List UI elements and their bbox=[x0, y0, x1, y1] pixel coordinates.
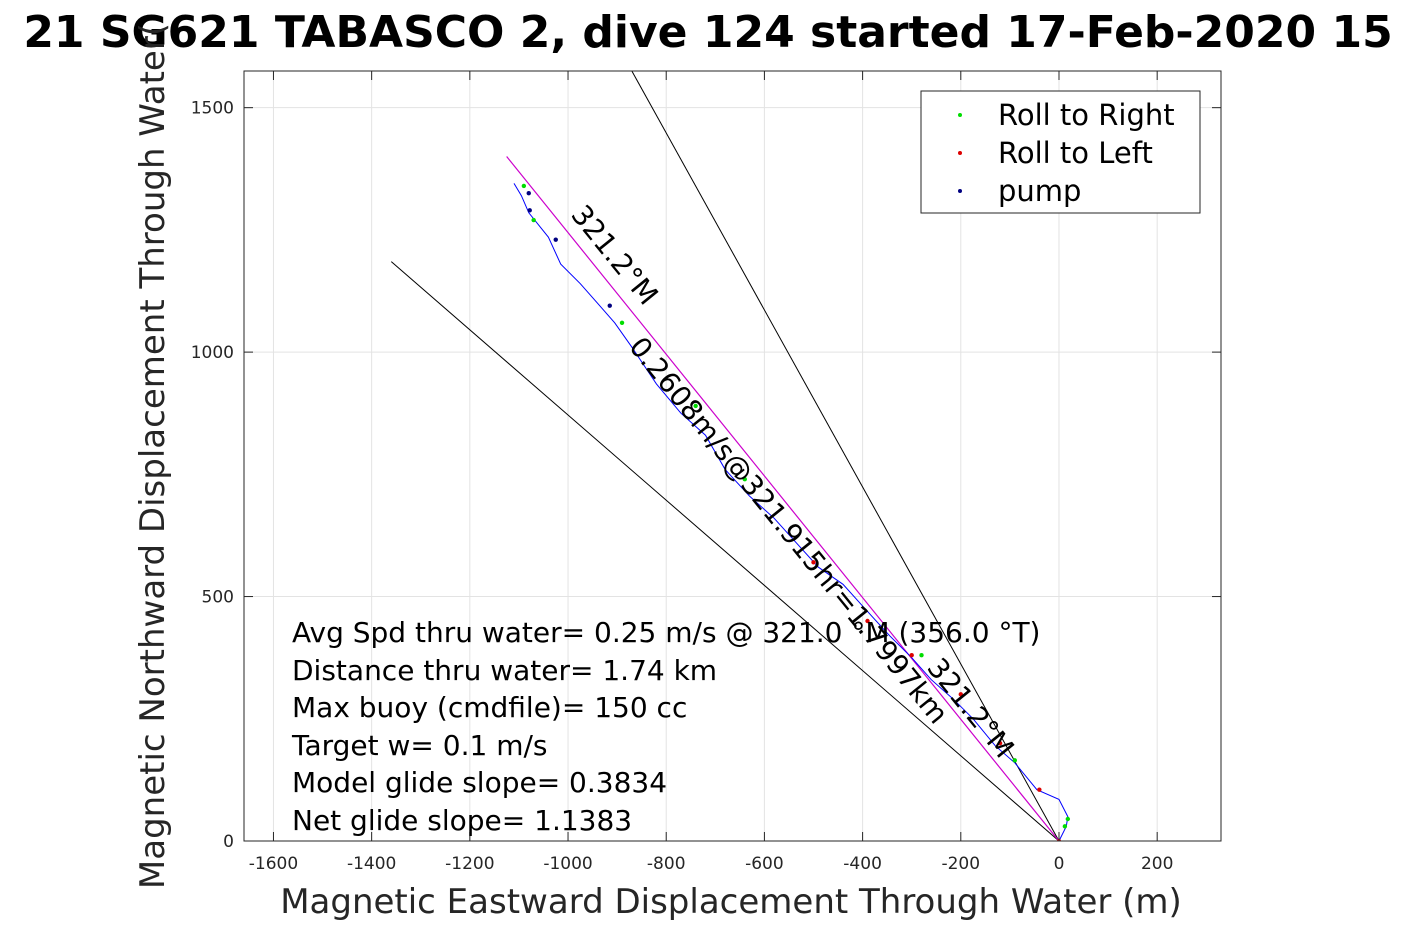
track-line bbox=[513, 183, 1069, 841]
x-tick-label: 0 bbox=[1054, 854, 1065, 874]
roll-left-point bbox=[958, 692, 963, 697]
x-tick-label: -1600 bbox=[249, 854, 298, 874]
legend-label-roll-right: Roll to Right bbox=[998, 98, 1175, 132]
roll-left-point bbox=[811, 560, 816, 565]
heading-line bbox=[506, 156, 1060, 841]
y-tick-label: 500 bbox=[202, 588, 234, 608]
legend: Roll to Right Roll to Left pump bbox=[920, 90, 1201, 214]
marker-group bbox=[521, 183, 1071, 841]
y-tick-label: 1500 bbox=[191, 99, 234, 119]
y-axis-ticks: 0 500 1000 1500 bbox=[191, 99, 1221, 852]
stat-model-glide: Model glide slope= 0.3834 bbox=[292, 766, 667, 799]
roll-right-point bbox=[1062, 824, 1068, 829]
track-group bbox=[513, 183, 1069, 841]
x-axis-label: Magnetic Eastward Displacement Through W… bbox=[280, 882, 1182, 922]
roll-left-point bbox=[997, 741, 1003, 746]
stat-target-w: Target w= 0.1 m/s bbox=[291, 729, 548, 762]
reference-line bbox=[631, 71, 1060, 841]
x-tick-label: -200 bbox=[941, 854, 980, 874]
x-tick-label: -800 bbox=[647, 854, 686, 874]
roll-right-point bbox=[742, 477, 747, 482]
roll-left-point bbox=[909, 653, 914, 658]
y-tick-label: 1000 bbox=[191, 343, 234, 363]
stat-max-buoy: Max buoy (cmdfile)= 150 cc bbox=[292, 691, 687, 724]
legend-label-pump: pump bbox=[998, 174, 1081, 208]
stat-avg-speed: Avg Spd thru water= 0.25 m/s @ 321.0 °M … bbox=[292, 616, 1040, 649]
legend-box bbox=[920, 90, 1201, 214]
reference-line bbox=[390, 261, 1060, 841]
roll-right-point bbox=[693, 403, 698, 409]
roll-left-point bbox=[1037, 787, 1042, 792]
x-tick-label: -400 bbox=[843, 854, 882, 874]
pump-point bbox=[527, 208, 532, 213]
legend-label-roll-left: Roll to Left bbox=[998, 136, 1153, 170]
roll-right-point bbox=[531, 217, 536, 223]
roll-right-point bbox=[619, 320, 625, 325]
plot-area bbox=[390, 71, 1071, 841]
x-tick-label: -600 bbox=[745, 854, 784, 874]
x-tick-label: 200 bbox=[1141, 854, 1173, 874]
roll-right-point bbox=[521, 183, 527, 189]
stat-net-glide: Net glide slope= 1.1383 bbox=[292, 804, 632, 837]
legend-marker-roll-right bbox=[958, 113, 962, 117]
roll-right-point bbox=[1012, 758, 1017, 763]
pump-point bbox=[553, 237, 558, 242]
pump-point bbox=[526, 191, 531, 196]
stat-distance: Distance thru water= 1.74 km bbox=[292, 654, 717, 687]
y-tick-label: 0 bbox=[223, 832, 234, 852]
legend-marker-roll-left bbox=[958, 151, 962, 155]
x-tick-label: -1000 bbox=[543, 854, 592, 874]
stats-block: Avg Spd thru water= 0.25 m/s @ 321.0 °M … bbox=[291, 616, 1040, 837]
y-axis-label: Magnetic Northward Displacement Through … bbox=[133, 23, 173, 889]
legend-marker-pump bbox=[958, 189, 962, 193]
x-tick-label: -1400 bbox=[347, 854, 396, 874]
reference-lines bbox=[390, 71, 1060, 841]
heading-annotation-line: 321.2°M bbox=[565, 199, 665, 312]
roll-right-point bbox=[1065, 816, 1071, 822]
pump-point bbox=[607, 303, 612, 308]
chart-title: 21 SG621 TABASCO 2, dive 124 started 17-… bbox=[23, 7, 1392, 58]
axes-box bbox=[243, 70, 1222, 842]
x-axis-ticks: -1600 -1400 -1200 -1000 -800 -600 -400 -200 0 200 bbox=[249, 71, 1173, 874]
roll-right-point bbox=[919, 653, 924, 658]
roll-left-point bbox=[865, 618, 870, 624]
x-tick-label: -1200 bbox=[445, 854, 494, 874]
